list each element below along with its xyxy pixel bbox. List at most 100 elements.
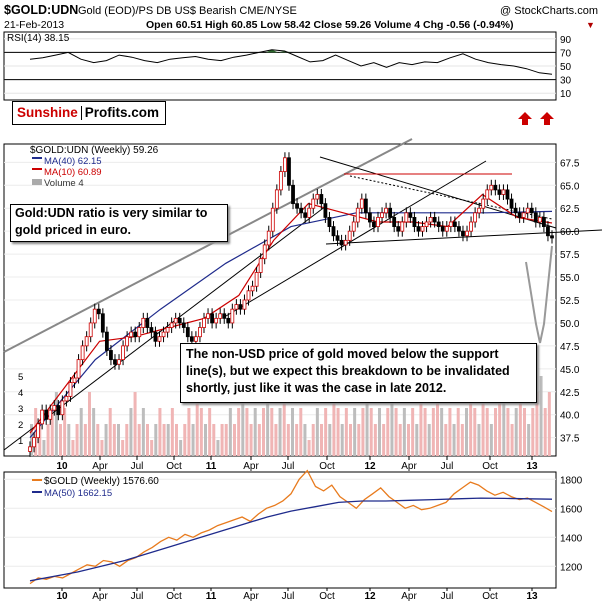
candle-body [153,331,158,342]
volume-bar [63,408,67,456]
candle-body [165,327,170,333]
candle-body [420,226,425,232]
candle-body [448,221,453,227]
candle-body [440,226,445,232]
candle-body [513,207,518,214]
gold-panel: 1800 1600 1400 1200 $GOLD (Weekly) 1576.60MA… [3,469,583,589]
volume-bar [547,392,551,456]
volume-bar [42,440,46,456]
candle-body [80,345,85,361]
price-tick-label: 62.5 [560,204,580,215]
candle-body [234,304,239,310]
price-tick-label: 42.5 [560,388,580,399]
volume-bar [440,408,444,456]
volume-tick-label: 4 [18,388,23,399]
volume-bar [241,392,245,456]
candle-body [542,217,546,227]
candle-body [246,290,251,301]
candle-body [477,207,482,214]
candle-body [173,317,178,324]
volume-bar [427,424,431,456]
candle-body [525,207,530,214]
chart-description: Gold (EOD)/PS DB US$ Bearish CME/NYSE [78,5,297,17]
candle-body [521,212,526,218]
volume-bar [291,408,294,456]
candle-body [343,239,348,246]
candle-body [40,409,45,425]
candle-body [68,382,73,397]
volume-bar [411,408,415,456]
gold-x-tick-label: Apr [401,591,417,602]
volume-bar [456,408,460,456]
volume-bar [324,408,328,456]
volume-bar [191,424,195,456]
gold-x-tick-label: 12 [364,591,376,602]
candle-body [194,336,198,342]
candle-body [299,207,304,214]
volume-bar [419,392,423,456]
ma10-line [29,193,553,434]
volume-bar [469,392,473,456]
candle-body [206,313,210,319]
price-x-tick-label: 13 [526,461,538,472]
descending-resistance-line [319,156,557,229]
volume-bar [531,408,535,456]
x-axes: 10 Apr Jul Oct 11 Apr Jul Oct 12 Apr Jul Oct 13 10 Apr… [56,456,538,602]
volume-bar [444,424,448,456]
volume-bar [402,408,406,456]
volume-bar [38,424,42,456]
candle-body [412,217,417,227]
breakdown-callout: The non-USD price of gold moved below th… [180,343,537,403]
volume-bar [137,424,141,456]
price-x-tick-label: Oct [166,461,182,472]
volume-bar [502,376,506,456]
gold-tick-label: 1600 [560,504,583,515]
volume-bar [382,424,386,456]
chart-date: 21-Feb-2013 [4,19,64,31]
candle-body [177,317,182,324]
volume-bar [423,408,427,456]
candle-body [129,331,134,338]
candle-body [509,198,514,209]
volume-bar [489,424,493,456]
volume-bar [96,424,100,456]
volume-bar [224,424,228,456]
price-tick-label: 37.5 [560,434,580,445]
candle-body [189,336,194,342]
pointer-line [539,245,553,344]
volume-bar [315,408,319,456]
volume-bar [498,392,502,456]
volume-bar [257,424,261,456]
volume-bar [204,424,207,456]
candle-body [388,207,393,218]
volume-bar [79,408,83,456]
pointer-line [525,261,541,344]
volume-bar [299,408,303,456]
volume-bar [199,408,203,456]
volume-bar [407,424,410,456]
candle-body [104,331,109,351]
candle-body [396,226,401,232]
candle-body [311,198,316,209]
volume-bar [253,408,257,456]
candle-body [28,446,32,452]
volume-bar [154,424,158,456]
candle-body [400,221,405,232]
volume-bar [539,376,543,456]
candle-body [533,212,538,223]
price-tick-label: 47.5 [560,342,580,353]
ma10-legend: MA(10) 60.89 [44,167,102,178]
volume-bar [361,408,365,456]
rsi-tick-label: 50 [560,62,572,73]
gold-x-tick-label: Apr [243,591,259,602]
volume-bar [129,408,133,456]
candle-body [88,322,93,338]
volume-bar [344,408,348,456]
candle-body [262,244,267,260]
candle-body [307,207,312,218]
volume-bar [286,424,290,456]
gold-tick-label: 1400 [560,533,583,544]
candle-body [64,395,69,402]
price-tick-label: 40.0 [560,411,580,422]
